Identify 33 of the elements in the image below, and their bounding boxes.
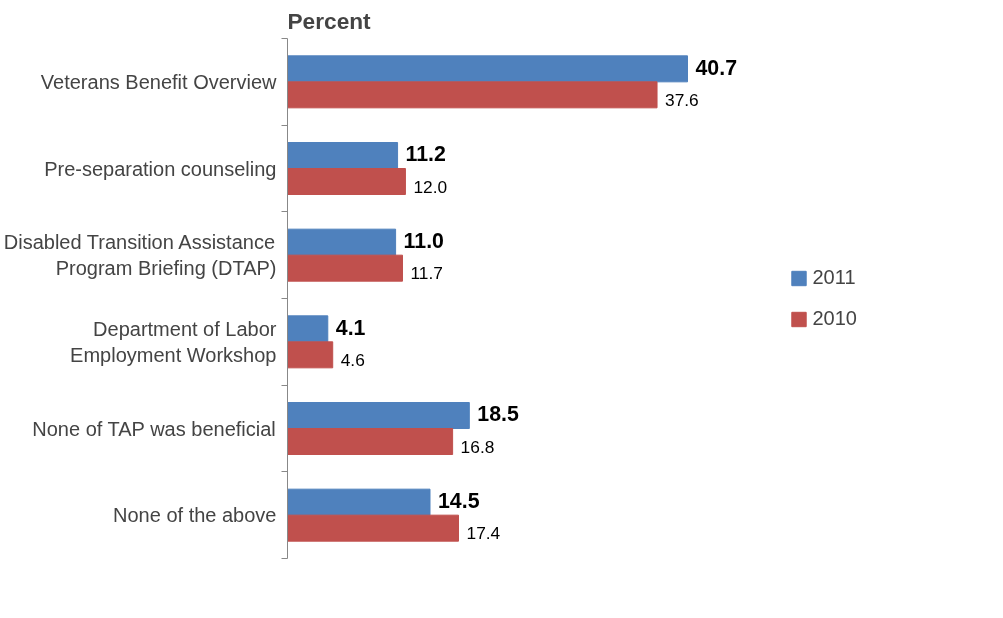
data-label: 18.5 bbox=[477, 402, 519, 427]
bar bbox=[287, 488, 431, 516]
y-tick-label: Pre-separation counseling bbox=[44, 157, 277, 180]
legend-label: 2011 bbox=[812, 266, 856, 289]
bar bbox=[287, 55, 688, 83]
y-tick-label: None of the above bbox=[113, 504, 277, 527]
y-tick-label: Disabled Transition Assistance Program Briefing (DTAP) bbox=[3, 230, 277, 280]
bar bbox=[287, 514, 460, 542]
data-label: 14.5 bbox=[438, 488, 480, 513]
data-label: 11.0 bbox=[403, 228, 444, 253]
y-tick-label: Veterans Benefit Overview bbox=[40, 70, 278, 93]
data-label: 4.1 bbox=[335, 315, 366, 340]
data-label: 17.4 bbox=[466, 523, 501, 544]
chart-title: Percent bbox=[287, 7, 372, 34]
bar bbox=[287, 428, 454, 455]
bar bbox=[287, 168, 406, 195]
data-label: 11.7 bbox=[410, 263, 443, 284]
legend-label: 2010 bbox=[812, 307, 857, 330]
bar bbox=[287, 142, 399, 169]
bar bbox=[287, 254, 403, 282]
bar bbox=[287, 315, 329, 343]
data-label: 37.6 bbox=[665, 90, 699, 111]
bar bbox=[287, 341, 334, 369]
data-label: 11.2 bbox=[405, 142, 446, 167]
data-label: 16.8 bbox=[460, 436, 495, 457]
bar bbox=[287, 81, 658, 109]
y-tick-label: Department of Labor Employment Workshop bbox=[70, 317, 277, 367]
bar bbox=[287, 228, 397, 256]
data-label: 40.7 bbox=[695, 55, 738, 80]
y-tick-label: None of TAP was beneficial bbox=[32, 417, 276, 440]
data-label: 12.0 bbox=[413, 176, 448, 197]
data-label: 4.6 bbox=[340, 350, 365, 371]
bar bbox=[287, 402, 470, 429]
